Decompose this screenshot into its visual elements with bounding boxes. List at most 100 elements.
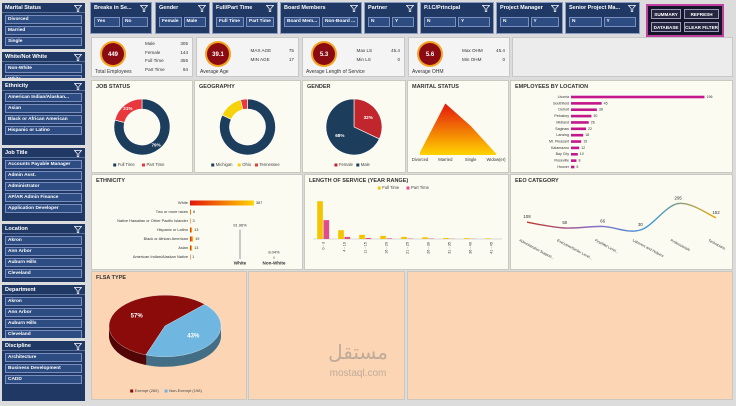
slicer-item[interactable]: Application Developer [5,204,82,213]
slicer-item[interactable]: Black or African American [5,115,82,124]
slicer-item[interactable]: Y [530,17,559,27]
x-tick-label: 11 - 15 [364,242,368,254]
slicer-item[interactable]: Y [392,17,414,27]
slicer-item[interactable]: Ann Arbor [5,247,82,256]
slicer-item[interactable]: Yes [94,17,120,27]
bar [338,230,344,239]
slicer-item[interactable]: Full Time [216,17,244,27]
filter-icon-shape [74,5,82,12]
slicer-item[interactable]: Y [603,17,636,27]
kpi-stat-label: MIN AGE [250,56,270,62]
slicer-item[interactable]: CADD [5,375,82,384]
slicer-item[interactable]: Accounts Payable Manager [5,160,82,169]
bar [485,238,491,239]
slicer-header: Job Title [2,148,85,158]
category-label: White [178,200,188,205]
filter-icon-shape [198,5,206,12]
slicer-item[interactable]: Administrator [5,182,82,191]
kpi-circle [419,43,441,65]
slicer-item[interactable]: Y [458,17,490,27]
filter-icon [266,5,274,12]
bar [571,146,580,150]
button[interactable]: SUMMARY [651,9,682,19]
slicer-item[interactable]: AP/AR Admin Finance [5,193,82,202]
slicer-items: Board Mem... Non-Board ... [281,14,361,30]
filter-icon [74,5,82,12]
legend-swatch [406,186,410,190]
data-label: 19 [195,236,199,241]
slicer-title: Marital Status [5,5,42,11]
data-label: 57% [131,314,144,320]
chart-title: FLSA TYPE [96,275,126,281]
slicer-item[interactable]: Business Development [5,364,82,373]
data-label: 22 [588,127,592,131]
slicer: Senior Project Ma... N Y [565,2,640,34]
filter-icon [74,226,82,233]
data-label: 43% [187,334,200,340]
data-label: 26 [591,120,595,124]
slicer-item[interactable]: Cleveland [5,330,82,338]
slicer-item[interactable]: Admin Asst. [5,171,82,180]
data-label: 10 [580,152,584,156]
button[interactable]: CLEAR FILTER [684,22,719,32]
x-tick-label: Technicians [708,238,727,250]
slicer-item[interactable]: White [5,75,82,78]
data-label: 15 [583,139,587,143]
slicer-item[interactable]: American Indian/Alaskan... [5,93,82,102]
slicer-item[interactable]: Divorced [5,15,82,24]
kpi-label: Total Employees [95,69,132,75]
category-label: Roseville [554,159,569,163]
slicer-item[interactable]: N [424,17,456,27]
slicer-item[interactable]: Asian [5,104,82,113]
slicer-item[interactable]: N [500,17,529,27]
slicer-item[interactable]: Non-White [5,64,82,73]
slicer-item[interactable]: Auburn Hills [5,258,82,267]
pie-slice [325,98,380,156]
slicer-title: Location [5,226,28,232]
slicer: Marital Status Divorced Married Single [2,3,85,49]
slicer-header: Partner [365,3,417,14]
slicer-item[interactable]: Cleveland [5,269,82,278]
slicer-item[interactable]: Ann Arbor [5,308,82,317]
category-label: Native Hawaiian or Other Pacific Islande… [117,218,189,223]
chart-panel: LENGTH OF SERVICE (YEAR RANGE) Full Time P… [304,174,509,270]
slicer-item[interactable]: N [569,17,602,27]
chart: GENDER 32% 68% Female Male [307,84,383,167]
x-tick-label: 41 - 45 [490,242,494,254]
slicer-item[interactable]: Akron [5,236,82,245]
slicer-item[interactable]: N [368,17,390,27]
slicer-item[interactable]: Hispanic or Latino [5,126,82,135]
legend-label: Tennessee [259,162,280,167]
slicer-item[interactable]: Single [5,37,82,46]
legend-swatch [356,163,360,167]
slicer-item[interactable]: No [122,17,148,27]
slicer-items: Full Time Part Time [213,14,277,30]
slicer-title: Discipline [5,343,31,349]
chart-title: JOB STATUS [96,84,130,90]
filter-icon-shape [482,5,490,12]
chart-panel: EMPLOYEES BY LOCATION Livonia 196 Southfiel… [510,80,733,173]
data-label: 13 [194,227,198,232]
kpi-stat-label: Male [145,41,155,46]
button[interactable]: REFRESH [684,9,719,19]
slicer-item[interactable]: Akron [5,297,82,306]
button[interactable]: DATABASE [651,22,682,32]
slicer-item[interactable]: Auburn Hills [5,319,82,328]
split-bar [239,229,241,259]
category-label: Livonia [558,95,569,99]
filter-icon-shape [628,5,636,12]
filter-icon [482,5,490,12]
chart-title: EEO CATEGORY [515,178,559,184]
slicer-item[interactable]: Non-Board ... [322,17,358,27]
slicer-item[interactable]: Part Time [246,17,274,27]
slicer-item[interactable]: Married [5,26,82,35]
slicer-item[interactable]: Female [159,17,182,27]
data-label: 387 [256,200,262,205]
slicer-item[interactable]: Male [183,17,206,27]
slicer-item[interactable]: Architecture [5,353,82,362]
bar [571,127,586,131]
legend-label: Exempt (260) [135,388,160,393]
slicer-item[interactable]: Board Mem... [284,17,320,27]
slicer-header: Senior Project Ma... [566,3,639,14]
